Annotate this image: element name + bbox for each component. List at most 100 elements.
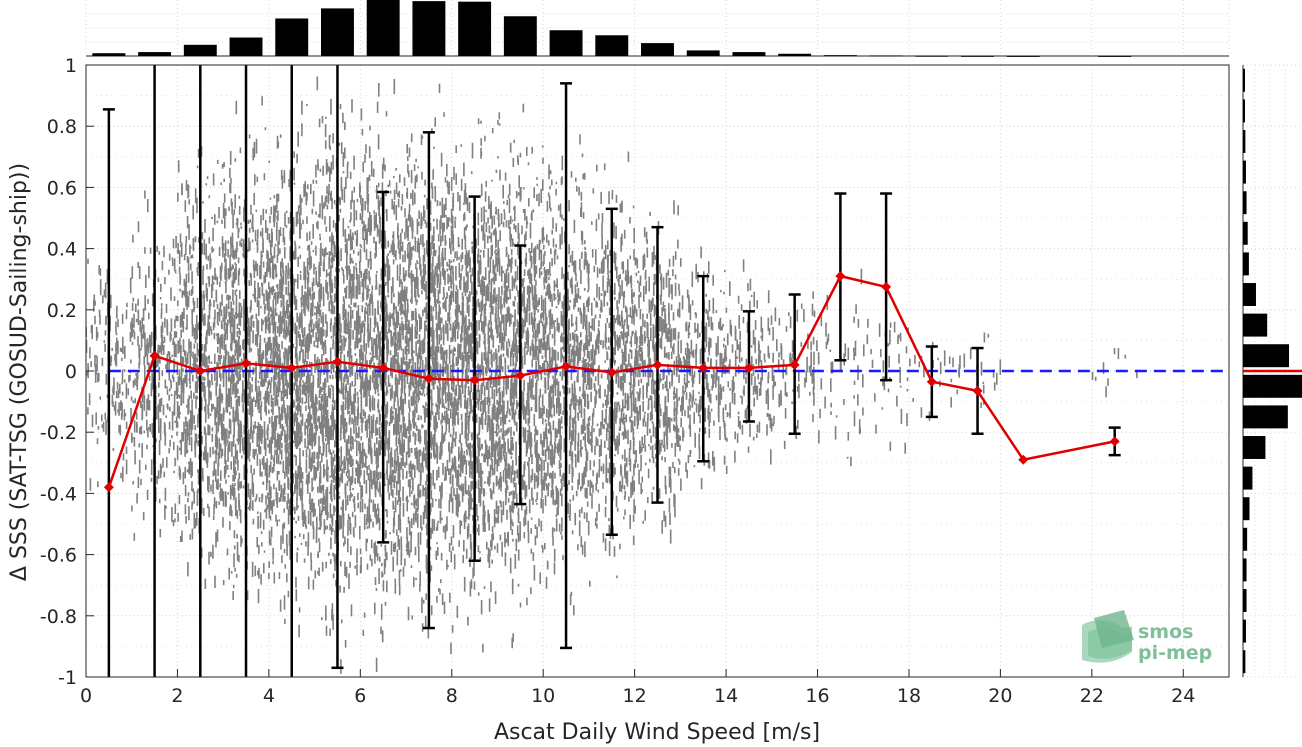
mean-point	[103, 482, 114, 493]
x-tick-label: 6	[354, 685, 366, 707]
x-tick-label: 24	[1171, 685, 1195, 707]
x-tick-label: 16	[805, 685, 829, 707]
top-hist-bar	[961, 55, 994, 57]
mean-point	[789, 359, 800, 370]
mean-point	[698, 362, 709, 373]
right-hist-bar	[1243, 405, 1288, 429]
x-tick-label: 2	[171, 685, 183, 707]
right-histogram	[1243, 68, 1302, 674]
mean-point	[972, 385, 983, 396]
top-hist-bar	[183, 44, 217, 56]
x-tick-label: 18	[897, 685, 921, 707]
right-hist-bar	[1243, 283, 1256, 306]
right-hist-bar	[1243, 160, 1246, 184]
top-hist-bar	[321, 8, 354, 56]
top-hist-bar	[732, 52, 766, 56]
top-hist-bar	[412, 1, 446, 57]
x-tick-label: 4	[263, 685, 275, 707]
top-hist-bar	[595, 35, 629, 56]
right-hist-bar	[1243, 99, 1245, 123]
mean-point	[332, 356, 343, 367]
mean-point	[423, 373, 434, 384]
right-hist-bar	[1243, 374, 1302, 398]
mean-point	[561, 361, 572, 372]
right-hist-bar	[1243, 313, 1268, 337]
right-hist-bar	[1243, 589, 1247, 612]
top-hist-bar	[138, 52, 172, 56]
x-tick-label: 8	[446, 685, 458, 707]
top-hist-bar	[778, 53, 812, 56]
mean-point	[1018, 454, 1029, 465]
y-tick-label: 1	[65, 55, 77, 77]
mean-point	[241, 358, 252, 369]
y-tick-labels: -1 -0.8 -0.6 -0.4 -0.2 0 0.2 0.4 0.6 0.8 1	[40, 55, 94, 689]
mean-point	[926, 376, 937, 387]
mean-point	[743, 362, 754, 373]
x-tick-label: 20	[988, 685, 1012, 707]
right-hist-bar	[1243, 344, 1290, 368]
mean-point	[469, 375, 480, 386]
y-tick-label: 0.2	[47, 300, 77, 322]
right-hist-bar	[1243, 466, 1253, 490]
top-hist-bar	[1098, 55, 1132, 57]
top-hist-bar	[229, 37, 263, 56]
mean-point	[652, 359, 663, 370]
top-hist-bar	[686, 50, 720, 56]
top-hist-bar	[823, 55, 857, 57]
right-hist-bar	[1243, 497, 1250, 521]
y-tick-label: -0.4	[40, 483, 77, 505]
right-hist-bar	[1243, 130, 1246, 153]
top-histogram	[92, 0, 1132, 57]
binned-mean-series	[103, 271, 1120, 493]
mean-point	[835, 271, 846, 282]
top-hist-bar	[641, 43, 674, 56]
mean-point	[881, 281, 892, 292]
x-tick-labels: 0 2 4 6 8 10 12 14 16 18 20 22 24	[80, 669, 1195, 707]
logo-text-smos: smos	[1138, 621, 1193, 643]
right-hist-bar	[1243, 252, 1249, 276]
top-hist-bar	[366, 0, 400, 56]
top-hist-bar	[458, 1, 492, 56]
right-hist-bar	[1243, 436, 1266, 459]
x-axis-label: Ascat Daily Wind Speed [m/s]	[494, 720, 820, 745]
right-hist-bar	[1243, 68, 1245, 92]
logo-wave-icon	[1082, 610, 1134, 663]
top-hist-bar	[275, 18, 309, 56]
right-hist-bar	[1243, 558, 1247, 582]
y-tick-label: 0.8	[47, 116, 77, 138]
logo-text-pimep: pi-mep	[1138, 642, 1212, 664]
y-tick-label: -0.8	[40, 606, 77, 628]
x-tick-label: 12	[623, 685, 647, 707]
y-tick-label: -1	[58, 667, 77, 689]
y-axis-label: Δ SSS (SAT-TSG (GOSUD-Sailing-ship))	[7, 163, 32, 581]
x-tick-label: 22	[1080, 685, 1104, 707]
x-tick-label: 10	[531, 685, 555, 707]
right-hist-bar	[1243, 527, 1248, 551]
smos-pimep-logo: smos pi-mep	[1082, 610, 1212, 664]
y-tick-label: 0	[65, 361, 77, 383]
x-tick-label: 0	[80, 685, 92, 707]
top-hist-bar	[915, 55, 949, 57]
top-hist-bar	[549, 30, 583, 56]
top-hist-bar	[1006, 55, 1040, 57]
mean-point	[606, 367, 617, 378]
top-hist-bar	[503, 16, 537, 57]
right-hist-bar	[1243, 191, 1247, 215]
mean-line	[107, 274, 1115, 488]
y-tick-label: 0.6	[47, 177, 77, 199]
right-hist-bar	[1243, 619, 1246, 643]
mean-point	[149, 350, 160, 361]
right-hist-bar	[1243, 221, 1248, 245]
y-tick-label: -0.2	[40, 422, 77, 444]
mean-point	[1109, 436, 1120, 447]
mean-point	[515, 370, 526, 381]
mean-point	[378, 362, 389, 373]
mean-point	[195, 366, 206, 376]
x-tick-label: 14	[714, 685, 738, 707]
top-hist-bar	[92, 53, 126, 56]
right-hist-bar	[1243, 650, 1246, 674]
mean-point	[286, 362, 297, 373]
y-tick-label: -0.6	[40, 545, 77, 567]
top-hist-bar	[869, 55, 903, 57]
